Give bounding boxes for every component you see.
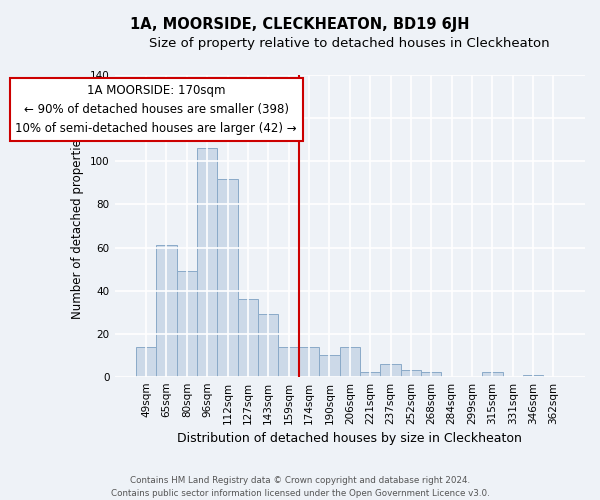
X-axis label: Distribution of detached houses by size in Cleckheaton: Distribution of detached houses by size … [178, 432, 522, 445]
Y-axis label: Number of detached properties: Number of detached properties [71, 133, 85, 319]
Bar [136, 346, 156, 376]
Bar [258, 314, 278, 376]
Bar [523, 374, 543, 376]
Text: Contains HM Land Registry data © Crown copyright and database right 2024.
Contai: Contains HM Land Registry data © Crown c… [110, 476, 490, 498]
Bar [421, 372, 442, 376]
Bar [278, 346, 299, 376]
Bar [176, 271, 197, 376]
Bar [482, 372, 503, 376]
Bar [197, 148, 217, 376]
Title: Size of property relative to detached houses in Cleckheaton: Size of property relative to detached ho… [149, 38, 550, 51]
Bar [299, 346, 319, 376]
Text: 1A MOORSIDE: 170sqm
← 90% of detached houses are smaller (398)
10% of semi-detac: 1A MOORSIDE: 170sqm ← 90% of detached ho… [16, 84, 297, 135]
Bar [401, 370, 421, 376]
Text: 1A, MOORSIDE, CLECKHEATON, BD19 6JH: 1A, MOORSIDE, CLECKHEATON, BD19 6JH [130, 18, 470, 32]
Bar [319, 355, 340, 376]
Bar [156, 246, 176, 376]
Bar [360, 372, 380, 376]
Bar [380, 364, 401, 376]
Bar [238, 299, 258, 376]
Bar [340, 346, 360, 376]
Bar [217, 178, 238, 376]
